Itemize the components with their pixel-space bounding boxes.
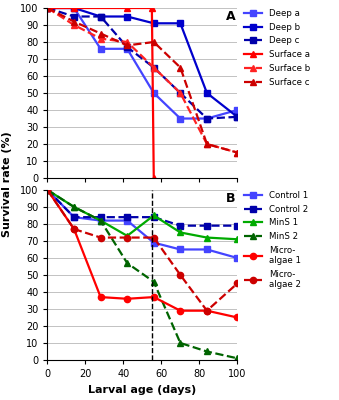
Text: A: A — [226, 10, 235, 23]
Legend: Control 1, Control 2, MinS 1, MinS 2, Micro-
algae 1, Micro-
algae 2: Control 1, Control 2, MinS 1, MinS 2, Mi… — [243, 191, 308, 289]
Legend: Deep a, Deep b, Deep c, Surface a, Surface b, Surface c: Deep a, Deep b, Deep c, Surface a, Surfa… — [243, 9, 311, 86]
Text: B: B — [226, 192, 235, 205]
X-axis label: Larval age (days): Larval age (days) — [88, 384, 197, 394]
Text: Survival rate (%): Survival rate (%) — [2, 131, 12, 237]
